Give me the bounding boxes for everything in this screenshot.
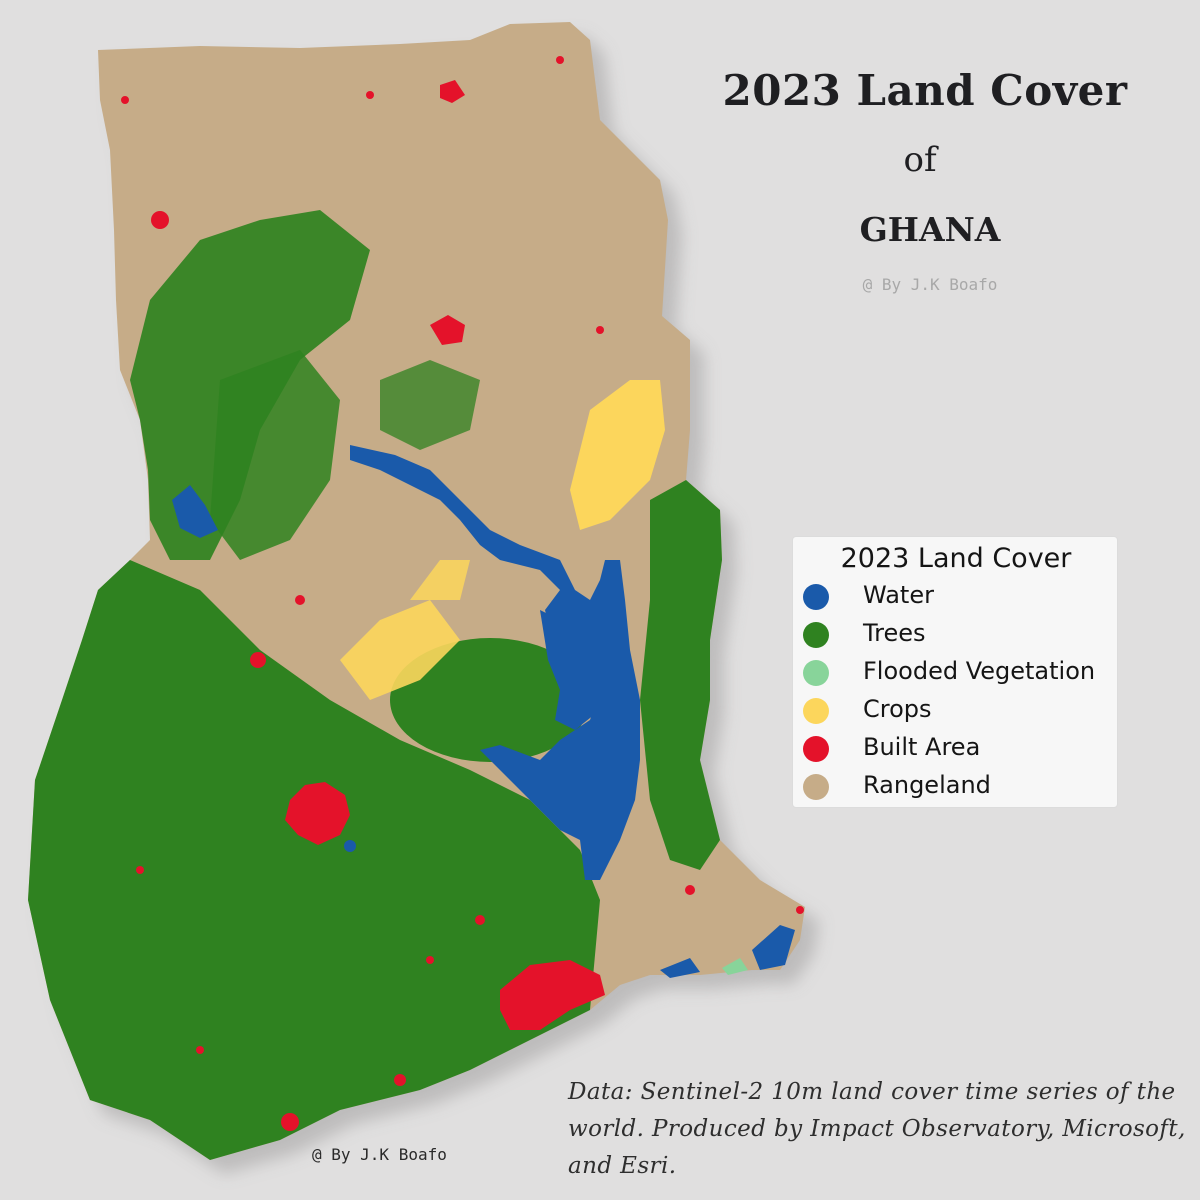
built-east-coast [796, 906, 804, 914]
built-wa [151, 211, 169, 229]
water-swatch [803, 584, 829, 610]
built-south-1 [196, 1046, 204, 1054]
built-south-2 [426, 956, 434, 964]
built-tamale [430, 315, 465, 345]
built-north-4 [596, 326, 604, 334]
crops-center-north [410, 560, 470, 600]
built-bolgatanga [440, 80, 465, 103]
water-west [172, 485, 218, 538]
built-ho [685, 885, 695, 895]
rangeland-swatch [803, 774, 829, 800]
lake-volta-arm [540, 610, 610, 730]
lake-bosomtwe [344, 840, 356, 852]
trees-center-west [210, 350, 340, 560]
crops-northeast [570, 380, 665, 530]
title-of: of [903, 140, 937, 180]
built-koforidua [475, 915, 485, 925]
data-source-note: Data: Sentinel-2 10m land cover time ser… [568, 1079, 1186, 1179]
trees-south [28, 560, 600, 1160]
water-volta-estuary [660, 958, 700, 978]
legend: 2023 Land Cover Water Trees Flooded Vege… [792, 536, 1118, 808]
legend-label: Rangeland [863, 771, 991, 799]
legend-label: Built Area [863, 733, 981, 761]
built-north-3 [556, 56, 564, 64]
map-title: 2023 Land Cover [722, 66, 1128, 115]
crops-center [340, 600, 460, 700]
legend-label: Trees [863, 619, 926, 647]
legend-label: Crops [863, 695, 932, 723]
built-kumasi [285, 782, 350, 845]
trees-east [640, 480, 722, 870]
built-sunyani [250, 652, 266, 668]
legend-label: Flooded Vegetation [863, 657, 1096, 685]
built-accra [500, 960, 605, 1030]
legend-item-water: Water [803, 581, 1115, 611]
legend-item-built-area: Built Area [803, 733, 1115, 763]
trees-swatch [803, 622, 829, 648]
legend-item-flooded-vegetation: Flooded Vegetation [803, 657, 1115, 687]
built-techiman [295, 595, 305, 605]
trees-north [380, 360, 480, 450]
legend-item-crops: Crops [803, 695, 1115, 725]
legend-item-trees: Trees [803, 619, 1115, 649]
country-name: GHANA [859, 210, 1001, 249]
author-credit-top: @ By J.K Boafo [862, 275, 998, 294]
built-north-2 [366, 91, 374, 99]
trees-center [390, 638, 590, 762]
author-credit-bottom: @ By J.K Boafo [312, 1145, 447, 1164]
legend-label: Water [863, 581, 934, 609]
lake-volta [350, 445, 640, 880]
legend-item-rangeland: Rangeland [803, 771, 1115, 801]
crops-swatch [803, 698, 829, 724]
legend-title: 2023 Land Cover [840, 543, 1072, 574]
built-south-3 [136, 866, 144, 874]
built-takoradi [281, 1113, 299, 1131]
flooded-vegetation-east [722, 958, 748, 975]
built-north-1 [121, 96, 129, 104]
flooded-vegetation-swatch [803, 660, 829, 686]
built-cape-coast [394, 1074, 406, 1086]
built-area-swatch [803, 736, 829, 762]
water-keta [752, 925, 795, 970]
